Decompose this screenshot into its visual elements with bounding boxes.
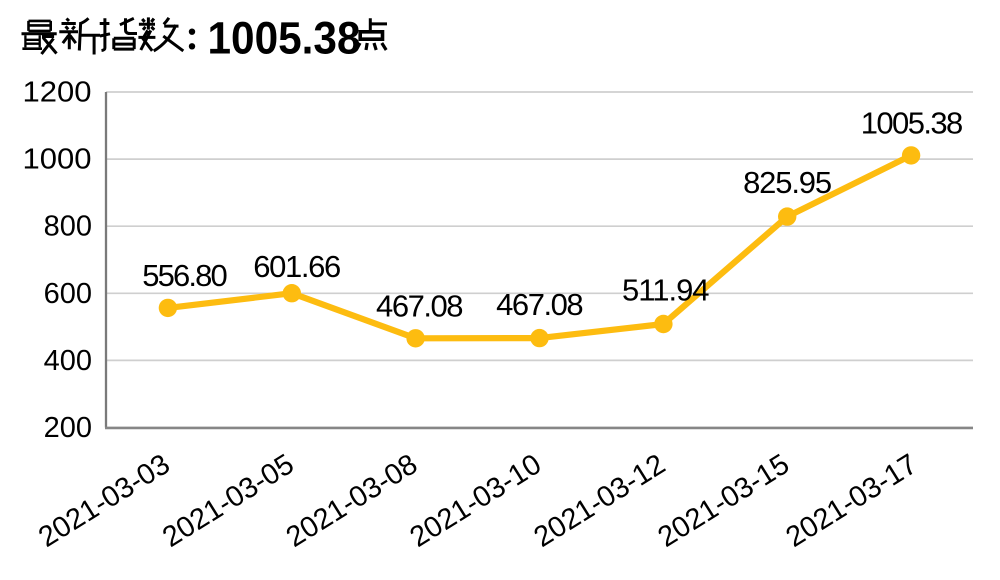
svg-text:601.66: 601.66 [253,249,341,284]
svg-text:600: 600 [44,278,92,310]
svg-text:511.94: 511.94 [622,273,710,308]
svg-text:1000: 1000 [23,144,92,176]
svg-text:400: 400 [44,345,92,377]
svg-text:1005.38: 1005.38 [861,105,964,140]
svg-text:200: 200 [44,412,92,444]
svg-text:825.95: 825.95 [743,165,832,200]
svg-text:467.08: 467.08 [376,288,464,323]
svg-text:1005.38: 1005.38 [208,12,361,63]
svg-text:556.80: 556.80 [142,258,228,293]
svg-text:467.08: 467.08 [496,287,584,322]
svg-text:1200: 1200 [23,77,92,109]
svg-text:800: 800 [44,211,92,243]
